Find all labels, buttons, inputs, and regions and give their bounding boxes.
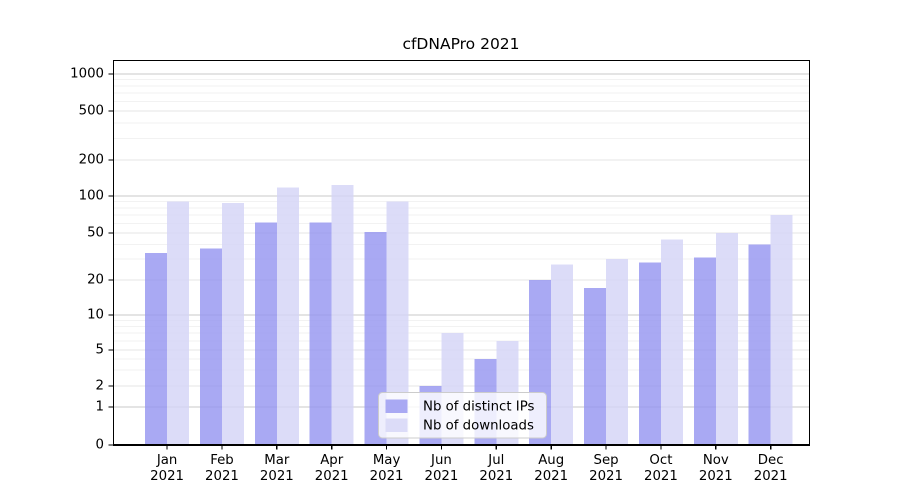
x-tick-label-month-feb: Feb	[210, 453, 234, 468]
x-tick-label-year-jan: 2021	[150, 469, 184, 484]
bars-group	[145, 185, 793, 446]
y-tick-label-10: 10	[87, 308, 104, 323]
bar-downloads-sep	[606, 259, 629, 445]
bar-ips-sep	[584, 288, 607, 445]
y-tick-label-500: 500	[79, 104, 104, 119]
x-tick-label-month-jan: Jan	[156, 453, 178, 468]
bar-ips-jan	[145, 252, 168, 445]
x-tick-label-year-feb: 2021	[205, 469, 239, 484]
x-tick-label-year-may: 2021	[370, 469, 404, 484]
legend-label-distinct-ips: Nb of distinct IPs	[423, 400, 535, 415]
y-tick-label-5: 5	[96, 343, 104, 358]
x-tick-label-year-sep: 2021	[589, 469, 623, 484]
y-tick-label-100: 100	[79, 189, 104, 204]
bar-ips-oct	[638, 262, 661, 445]
x-tick-label-year-aug: 2021	[534, 469, 568, 484]
bar-ips-apr	[309, 222, 332, 445]
x-tick-label-year-oct: 2021	[644, 469, 678, 484]
y-tick-label-20: 20	[87, 273, 104, 288]
x-tick-label-year-apr: 2021	[315, 469, 349, 484]
x-axis: Jan2021Feb2021Mar2021Apr2021May2021Jun20…	[150, 445, 788, 484]
legend-box	[378, 392, 547, 439]
bar-downloads-may	[386, 201, 409, 445]
bar-ips-mar	[254, 222, 277, 445]
chart-title: cfDNAPro 2021	[402, 35, 519, 53]
x-tick-label-month-apr: Apr	[320, 453, 344, 468]
bar-ips-feb	[199, 248, 222, 445]
x-tick-label-month-jul: Jul	[487, 453, 504, 468]
bar-downloads-jan	[167, 201, 190, 445]
y-tick-label-200: 200	[79, 153, 104, 168]
bar-downloads-apr	[331, 185, 354, 446]
bar-downloads-feb	[221, 202, 244, 445]
x-tick-label-month-nov: Nov	[703, 453, 729, 468]
y-tick-label-50: 50	[87, 226, 104, 241]
x-tick-label-year-mar: 2021	[260, 469, 294, 484]
x-tick-label-month-oct: Oct	[649, 453, 672, 468]
x-tick-label-month-sep: Sep	[594, 453, 619, 468]
x-tick-label-month-may: May	[373, 453, 401, 468]
legend-label-downloads: Nb of downloads	[423, 419, 534, 434]
bar-downloads-oct	[660, 239, 683, 445]
x-tick-label-month-jun: Jun	[430, 453, 452, 468]
bar-ips-nov	[693, 257, 716, 445]
bar-downloads-aug	[551, 264, 574, 445]
bar-downloads-nov	[715, 233, 738, 445]
bar-ips-may	[364, 231, 387, 445]
bar-downloads-mar	[276, 187, 299, 445]
x-tick-label-year-dec: 2021	[754, 469, 788, 484]
bar-downloads-dec	[770, 215, 793, 445]
x-tick-label-year-jun: 2021	[425, 469, 459, 484]
x-tick-label-year-nov: 2021	[699, 469, 733, 484]
legend-swatch-distinct-ips	[385, 399, 408, 413]
bar-ips-dec	[748, 244, 771, 445]
y-tick-label-1000: 1000	[70, 67, 104, 82]
legend: Nb of distinct IPs Nb of downloads	[378, 392, 547, 439]
x-tick-label-month-mar: Mar	[264, 453, 290, 468]
y-tick-label-1: 1	[96, 400, 104, 415]
x-tick-label-year-jul: 2021	[479, 469, 513, 484]
y-tick-label-0: 0	[96, 438, 104, 453]
x-tick-label-month-dec: Dec	[758, 453, 784, 468]
x-tick-label-month-aug: Aug	[538, 453, 564, 468]
y-tick-label-2: 2	[96, 379, 104, 394]
legend-swatch-downloads	[385, 418, 408, 432]
